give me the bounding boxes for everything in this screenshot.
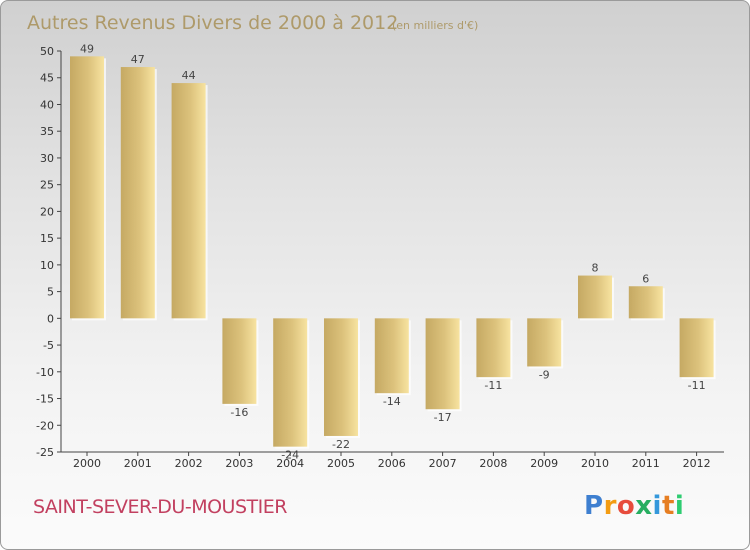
logo-letter: i — [652, 491, 662, 521]
data-label: -16 — [230, 406, 248, 419]
bar — [171, 83, 206, 319]
logo-letter: r — [603, 491, 617, 521]
bar — [70, 56, 104, 319]
chart-title: Autres Revenus Divers de 2000 à 2012 — [27, 12, 398, 34]
logo-letter: t — [661, 491, 675, 521]
data-label: 47 — [131, 53, 145, 66]
x-tick-label: 2003 — [225, 457, 253, 470]
data-label: 49 — [80, 42, 94, 55]
bar — [222, 318, 257, 404]
bar — [628, 286, 663, 319]
x-tick-label: 2005 — [327, 457, 355, 470]
bar — [578, 275, 612, 319]
y-tick-label: 5 — [47, 286, 54, 299]
logo-letter: o — [616, 491, 636, 521]
y-tick-label: 50 — [40, 45, 54, 58]
y-tick-label: 15 — [40, 232, 54, 245]
data-label: -22 — [332, 438, 350, 451]
bars — [70, 56, 716, 449]
x-tick-label: 2007 — [429, 457, 457, 470]
logo-letter: x — [635, 491, 653, 521]
x-tick-label: 2008 — [479, 457, 507, 470]
y-tick-label: -10 — [36, 366, 54, 379]
data-label: -11 — [484, 379, 502, 392]
y-tick-label: 30 — [40, 152, 54, 165]
data-label: -9 — [539, 368, 550, 381]
x-tick-label: 2006 — [378, 457, 406, 470]
bar — [476, 318, 511, 378]
y-tick-label: 0 — [47, 312, 54, 325]
logo-letter: P — [584, 491, 604, 521]
data-label: 8 — [592, 262, 599, 275]
y-tick-label: 45 — [40, 72, 54, 85]
y-tick-label: -20 — [36, 419, 54, 432]
y-tick-label: 40 — [40, 98, 54, 111]
y-tick-label: 25 — [40, 179, 54, 192]
bar — [120, 67, 155, 319]
y-tick-label: 20 — [40, 205, 54, 218]
data-label: -14 — [383, 395, 401, 408]
y-tick-label: -25 — [36, 446, 54, 459]
chart-subtitle: (en milliers d'€) — [392, 19, 478, 32]
data-label: -11 — [688, 379, 706, 392]
y-tick-label: -5 — [43, 339, 54, 352]
x-tick-label: 2011 — [632, 457, 660, 470]
y-tick-label: 10 — [40, 259, 54, 272]
x-tick-label: 2002 — [175, 457, 203, 470]
x-tick-label: 2000 — [73, 457, 101, 470]
proxiti-logo[interactable]: Proxiti — [584, 491, 684, 521]
x-tick-label: 2001 — [124, 457, 152, 470]
data-label: -17 — [434, 411, 452, 424]
bar — [324, 318, 358, 436]
data-label: 44 — [182, 69, 196, 82]
commune-name: SAINT-SEVER-DU-MOUSTIER — [33, 496, 287, 518]
bar — [425, 318, 460, 410]
logo-letter: i — [674, 491, 685, 521]
data-labels: 49 47 44 -16 -24 -22 -14 -17 -11 -9 8 6 -11 — [80, 42, 706, 461]
y-tick-label: 35 — [40, 125, 54, 138]
x-tick-label: 2009 — [530, 457, 558, 470]
y-tick-label: -15 — [36, 393, 54, 406]
bar — [374, 318, 409, 394]
x-tick-label: 2004 — [276, 457, 304, 470]
bar — [273, 318, 308, 447]
x-tick-label: 2012 — [683, 457, 711, 470]
data-label: -24 — [281, 449, 299, 462]
x-tick-label: 2010 — [581, 457, 609, 470]
bar — [679, 318, 714, 378]
bar — [527, 318, 562, 367]
data-label: 6 — [642, 272, 649, 285]
